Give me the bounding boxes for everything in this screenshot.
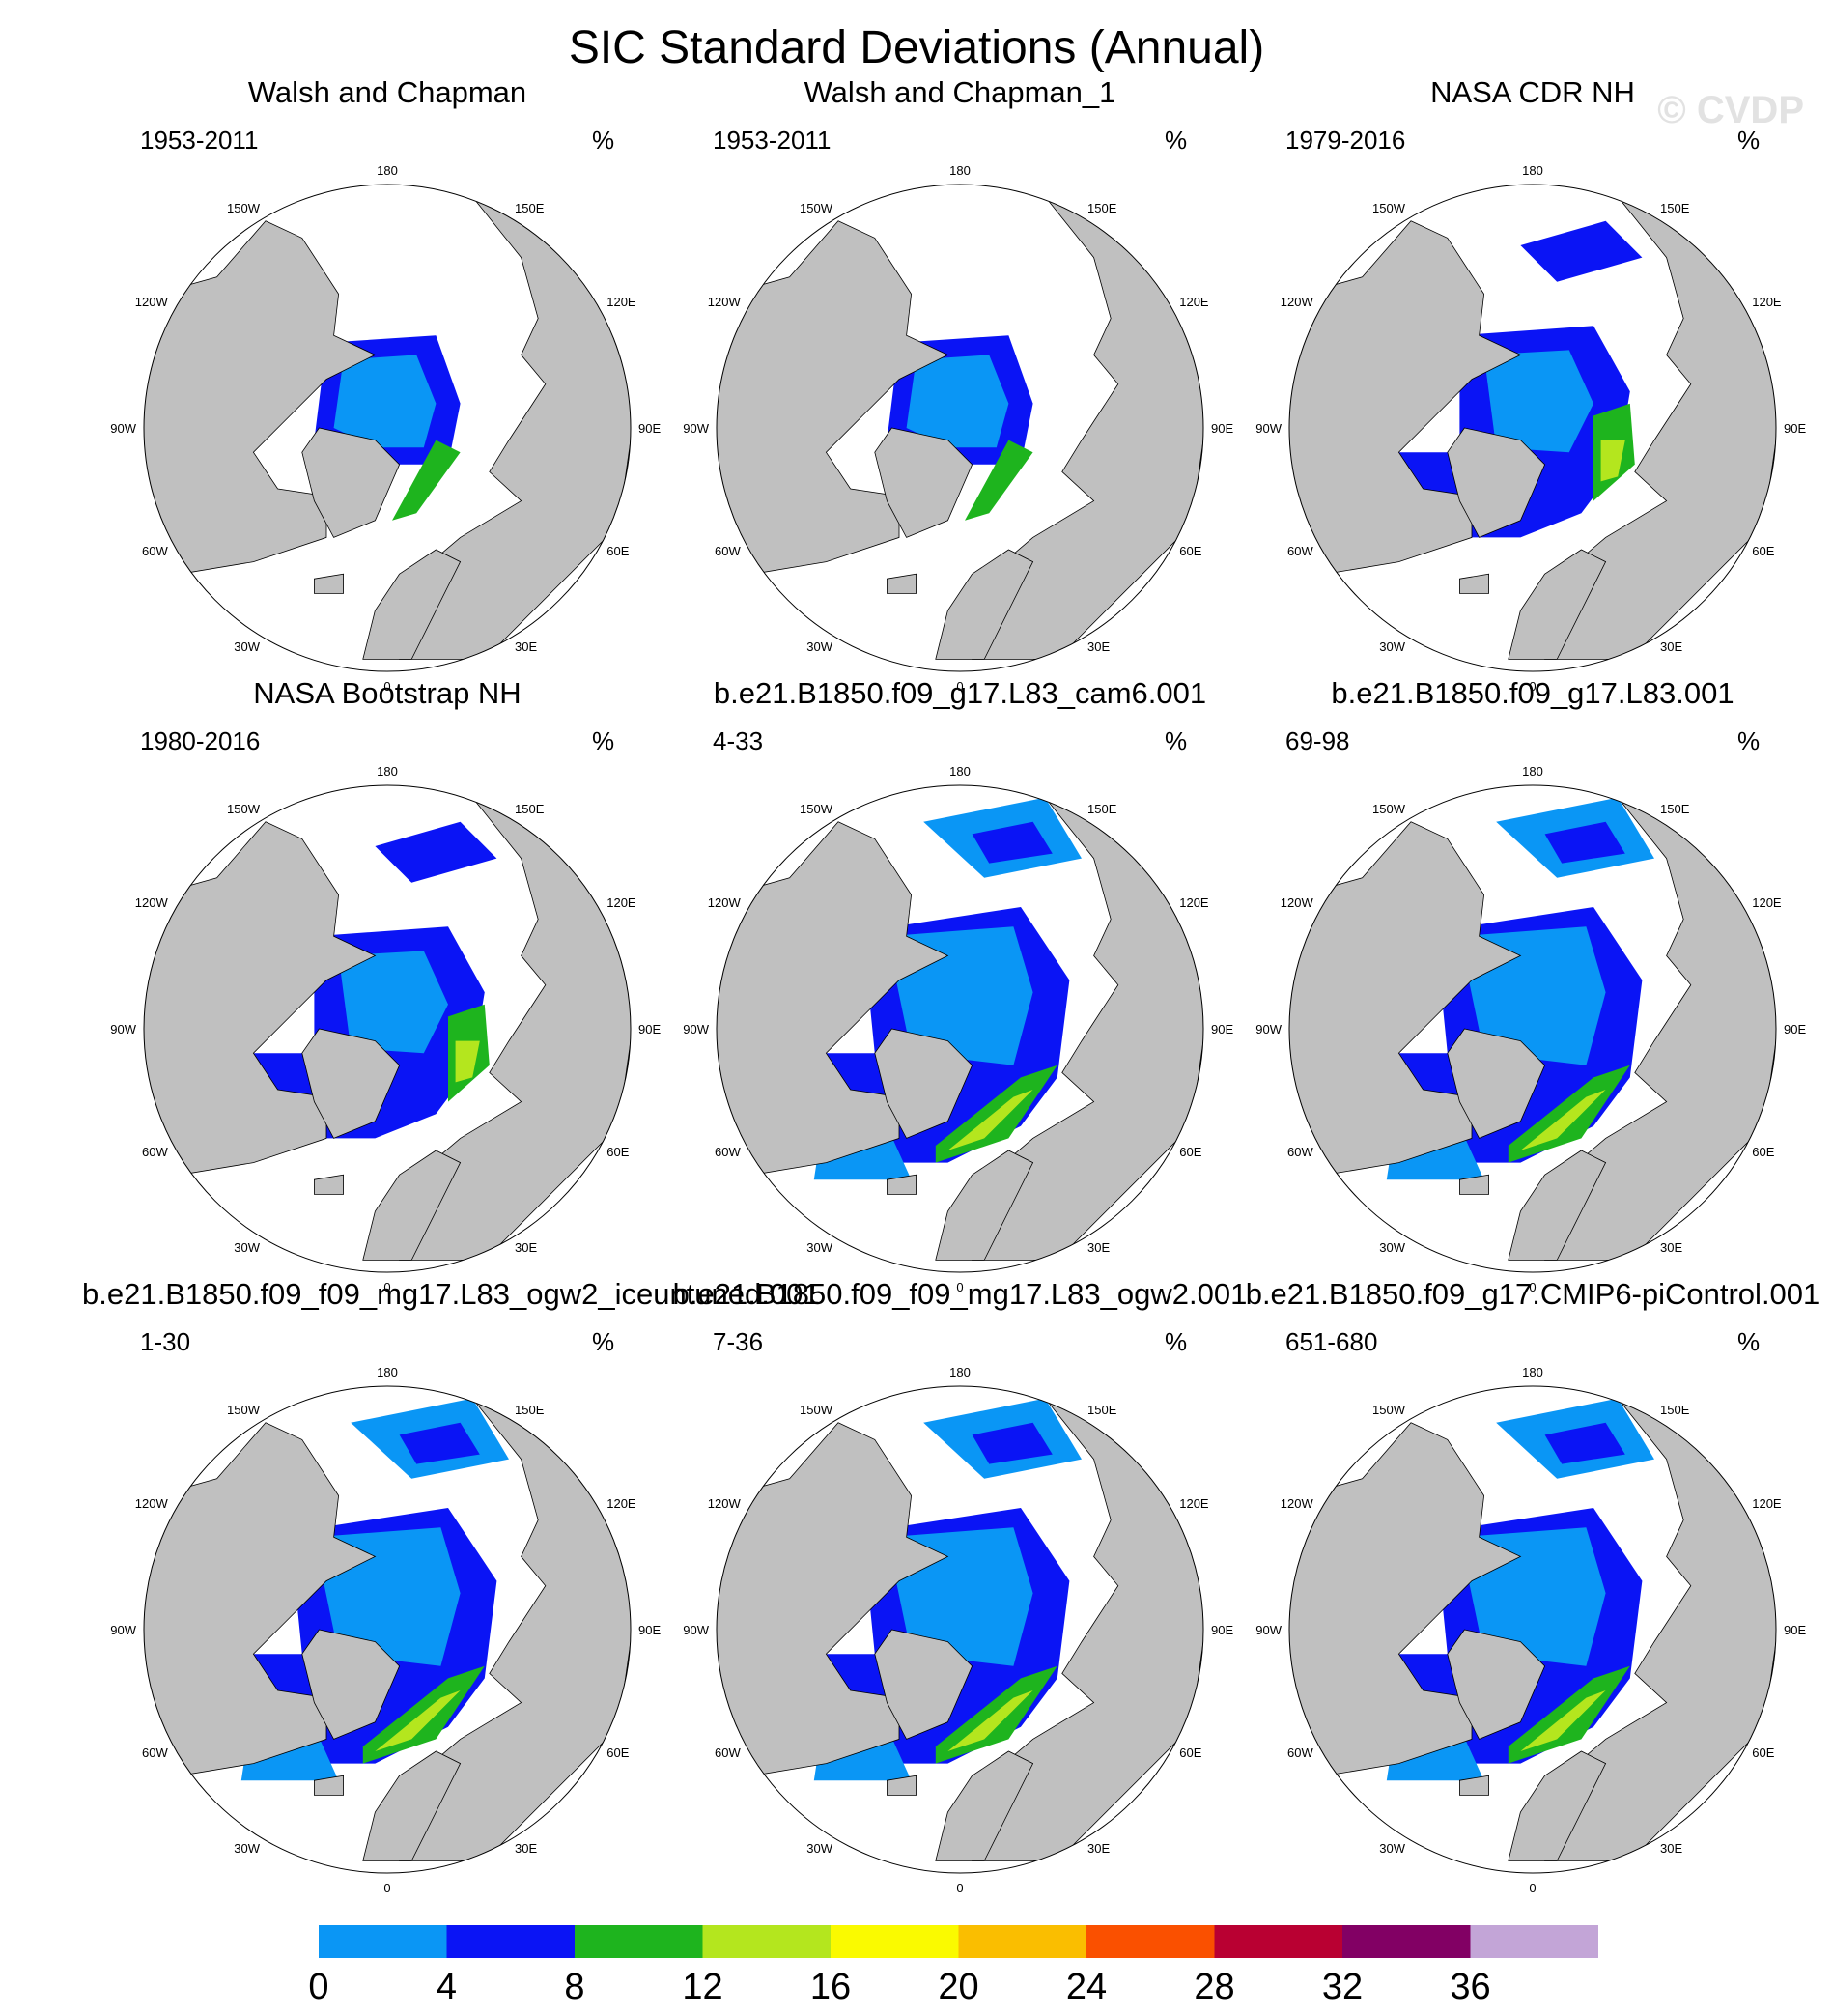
colorbar-swatch <box>959 1925 1087 1958</box>
colorbar-tick-label: 4 <box>437 1967 457 2007</box>
colorbar-swatch <box>1086 1925 1215 1958</box>
colorbar-swatch <box>1471 1925 1599 1958</box>
colorbar-tick-label: 32 <box>1322 1967 1363 2007</box>
colorbar-swatch <box>1342 1925 1471 1958</box>
colorbar-swatch <box>319 1925 447 1958</box>
colorbar-swatch <box>575 1925 703 1958</box>
colorbar-swatch <box>703 1925 832 1958</box>
colorbar-swatch <box>831 1925 959 1958</box>
colorbar-tick-label: 12 <box>682 1967 722 2007</box>
colorbar-tick-label: 16 <box>810 1967 851 2007</box>
colorbar-tick-label: 24 <box>1066 1967 1107 2007</box>
colorbar-tick-label: 8 <box>564 1967 584 2007</box>
colorbar-tick-label: 36 <box>1450 1967 1490 2007</box>
colorbar-tick-label: 28 <box>1194 1967 1234 2007</box>
colorbar-swatch <box>1215 1925 1343 1958</box>
colorbar-tick-label: 0 <box>308 1967 328 2007</box>
colorbar-tick-label: 20 <box>938 1967 978 2007</box>
colorbar-swatch <box>447 1925 576 1958</box>
